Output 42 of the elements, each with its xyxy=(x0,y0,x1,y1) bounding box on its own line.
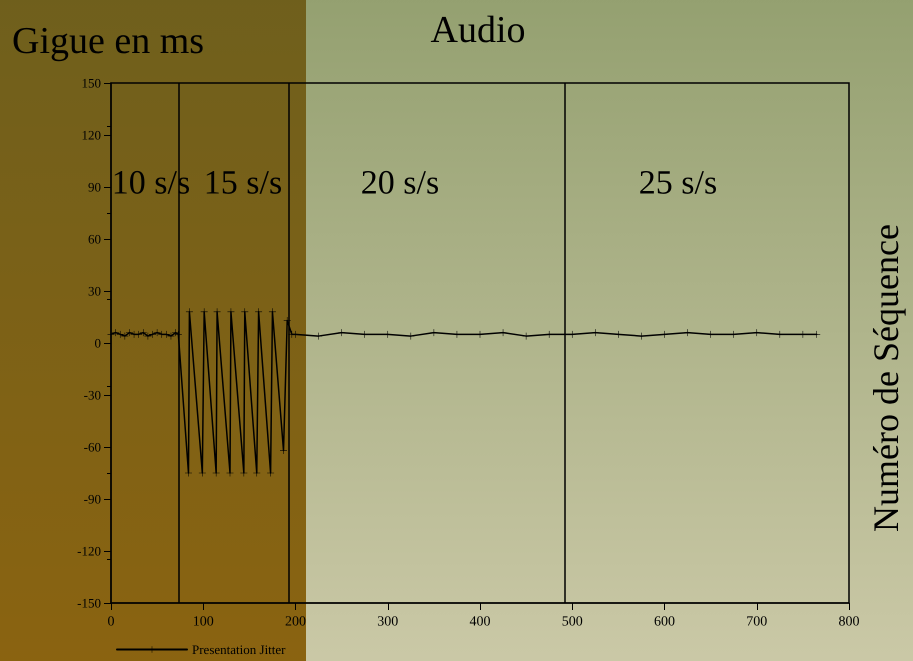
text: Presentation Jitter xyxy=(192,642,286,657)
x-tick-label: 800 xyxy=(838,614,860,630)
y-tick-label: 60 xyxy=(88,232,101,246)
y-tick-label: 150 xyxy=(82,76,101,90)
point xyxy=(144,332,152,340)
x-tick-label: 100 xyxy=(192,614,214,630)
point xyxy=(140,329,147,336)
y-axis-title: Gigue en ms xyxy=(12,20,204,62)
y-tick-label: -120 xyxy=(77,544,101,558)
y-tick-label: -90 xyxy=(84,492,101,506)
annotation: 20 s/s xyxy=(360,164,440,202)
point xyxy=(116,330,124,338)
x-tick-label: 600 xyxy=(654,614,675,630)
point xyxy=(753,329,760,336)
point xyxy=(154,329,161,336)
point xyxy=(592,329,599,336)
point xyxy=(121,332,128,340)
x-tick-label: 700 xyxy=(746,614,768,630)
x-tick-label: 300 xyxy=(377,614,398,630)
x-tick-label: 400 xyxy=(470,614,490,630)
y-tick-label: 30 xyxy=(88,284,101,298)
point xyxy=(126,329,133,336)
x-tick-label: 0 xyxy=(108,614,114,630)
y-tick-label: 0 xyxy=(94,336,101,350)
point xyxy=(430,329,438,336)
y2-axis-title: Numéro de Séquence xyxy=(866,224,906,532)
point xyxy=(500,329,507,336)
y-tick-label: 120 xyxy=(82,128,101,142)
chart-title: Audio xyxy=(430,9,526,51)
annotation: 15 s/s xyxy=(204,164,282,202)
y-tick-label: -30 xyxy=(84,388,101,402)
y-tick-label: -150 xyxy=(77,596,101,610)
point xyxy=(167,332,174,340)
point xyxy=(338,329,346,336)
point xyxy=(112,329,120,336)
y-tick-label: -60 xyxy=(84,440,101,454)
y-tick-label: 90 xyxy=(88,180,101,194)
point xyxy=(684,329,692,336)
x-tick-label: 500 xyxy=(562,614,583,630)
annotation: 25 s/s xyxy=(638,164,718,202)
point xyxy=(149,330,156,338)
x-tick-label: 200 xyxy=(285,614,306,630)
